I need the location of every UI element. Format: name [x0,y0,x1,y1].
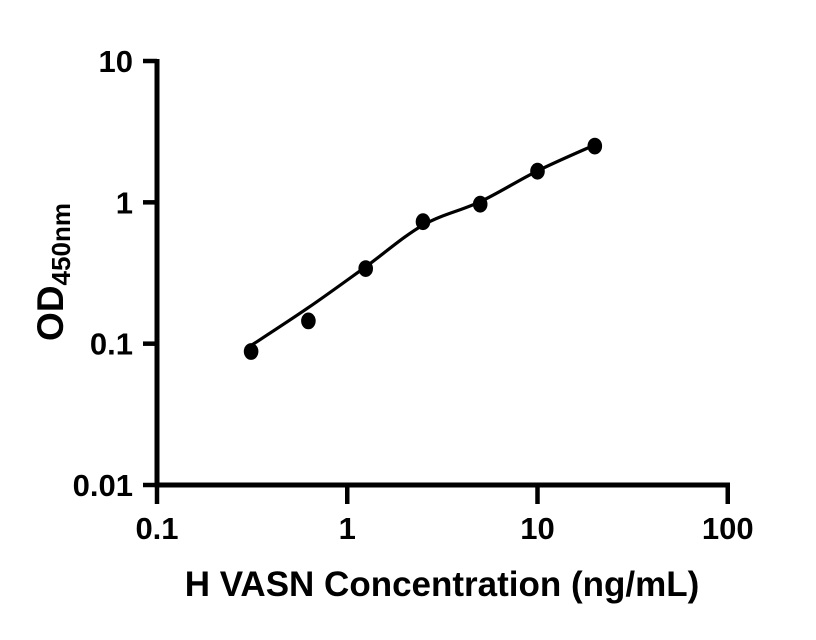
y-axis-title: OD450nm [30,203,76,341]
y-tick-label: 0.1 [90,327,133,362]
y-axis-title-main: OD [30,285,71,341]
data-point [415,213,431,231]
y-tick-label: 0.01 [73,468,133,503]
data-point [358,260,374,277]
y-axis-title-subscript: 450nm [46,203,76,285]
x-axis-title: H VASN Concentration (ng/mL) [185,565,700,604]
x-tick-label: 100 [702,511,754,546]
x-tick-label: 1 [339,511,356,546]
data-point [530,162,545,180]
data-point [587,137,603,155]
data-point [301,312,316,330]
y-tick-label: 10 [99,44,133,79]
data-point [243,343,259,360]
x-tick-label: 0.1 [135,511,178,546]
x-tick-label: 10 [520,511,554,546]
data-point [472,195,488,213]
plot-group [243,137,603,360]
y-tick-label: 1 [116,185,133,220]
